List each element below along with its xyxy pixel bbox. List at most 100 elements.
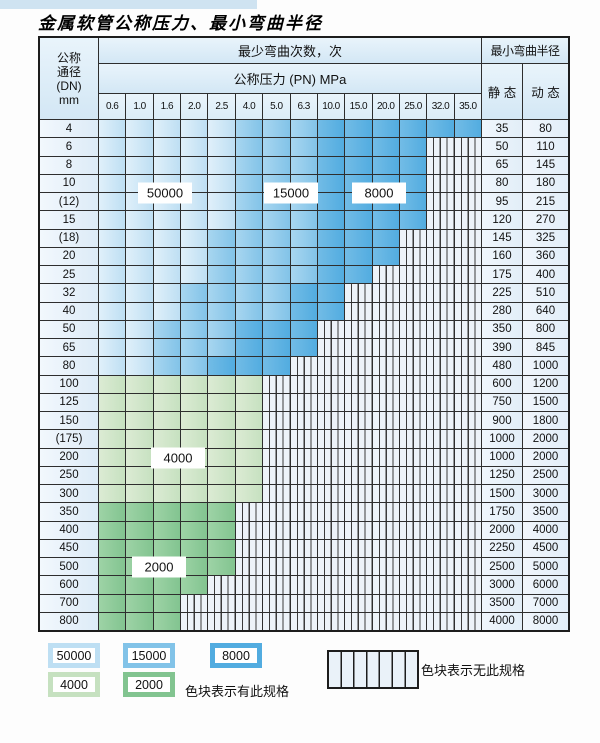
spec-cell (208, 375, 235, 393)
no-spec-cell (427, 339, 454, 357)
no-spec-cell (399, 594, 427, 612)
no-spec-cell (372, 448, 399, 466)
no-spec-cell (345, 558, 372, 576)
spec-cell (317, 266, 345, 284)
static-value-cell: 350 (482, 320, 522, 338)
no-spec-cell (345, 503, 372, 521)
spec-cell (99, 539, 126, 557)
spec-cell (126, 430, 153, 448)
spec-cell (235, 138, 263, 156)
no-spec-cell (454, 193, 481, 211)
spec-cell (208, 558, 235, 576)
spec-cell (181, 247, 208, 265)
spec-cell (153, 357, 181, 375)
dynamic-value-cell: 510 (523, 284, 568, 302)
spec-cell (99, 320, 126, 338)
no-spec-cell (399, 521, 427, 539)
dynamic-value-cell: 145 (523, 156, 568, 174)
spec-cell (126, 375, 153, 393)
spec-cell (345, 138, 372, 156)
spec-cell (317, 247, 345, 265)
spec-table: 公称 通径 (DN) mm 最少弯曲次数，次 最小弯曲半径 公称压力 (PN) … (38, 36, 570, 632)
no-spec-cell (263, 448, 290, 466)
dn-cell: 80 (40, 357, 98, 375)
spec-cell (126, 521, 153, 539)
spec-cell (208, 156, 235, 174)
dynamic-value-cell: 1800 (523, 412, 568, 430)
spec-cell (99, 521, 126, 539)
spec-cell (99, 120, 126, 138)
no-spec-cell (290, 485, 317, 503)
spec-cell (290, 339, 317, 357)
pressure-tick: 5.0 (263, 94, 290, 119)
spec-cell (317, 156, 345, 174)
no-spec-cell (427, 284, 454, 302)
no-spec-cell (427, 229, 454, 247)
no-spec-cell (372, 430, 399, 448)
no-spec-cell (317, 576, 345, 594)
no-spec-cell (427, 521, 454, 539)
spec-cell (153, 302, 181, 320)
no-spec-cell (454, 430, 481, 448)
no-spec-cell (399, 302, 427, 320)
spec-cell (126, 229, 153, 247)
no-spec-cell (454, 485, 481, 503)
spec-cell (181, 120, 208, 138)
spec-cell (399, 174, 427, 192)
static-value-cell: 65 (482, 156, 522, 174)
spec-cell (181, 211, 208, 229)
corner-line: (DN) (56, 78, 82, 93)
static-value-cell: 145 (482, 229, 522, 247)
no-spec-cell (372, 485, 399, 503)
dn-cell: 200 (40, 448, 98, 466)
dn-cell: (175) (40, 430, 98, 448)
spec-cell (208, 485, 235, 503)
spec-cell (317, 229, 345, 247)
no-spec-cell (427, 357, 454, 375)
no-spec-cell (263, 412, 290, 430)
no-spec-cell (263, 485, 290, 503)
no-spec-cell (427, 612, 454, 630)
no-spec-cell (454, 466, 481, 484)
no-spec-cell (399, 430, 427, 448)
static-value-cell: 2000 (482, 521, 522, 539)
dn-cell: 65 (40, 339, 98, 357)
static-value-cell: 35 (482, 120, 522, 138)
spec-cell (153, 284, 181, 302)
spec-cell (153, 594, 181, 612)
no-spec-cell (181, 594, 208, 612)
pressure-tick: 25.0 (399, 94, 427, 119)
spec-table-wrap: 公称 通径 (DN) mm 最少弯曲次数，次 最小弯曲半径 公称压力 (PN) … (38, 36, 570, 632)
dynamic-value-cell: 3000 (523, 485, 568, 503)
static-value-cell: 2250 (482, 539, 522, 557)
spec-cell (181, 539, 208, 557)
spec-cell (263, 302, 290, 320)
no-spec-cell (345, 539, 372, 557)
dynamic-value-cell: 400 (523, 266, 568, 284)
spec-cell (153, 320, 181, 338)
no-spec-cell (235, 594, 263, 612)
dn-cell: 10 (40, 174, 98, 192)
corner-line: mm (59, 92, 79, 107)
spec-cell (181, 302, 208, 320)
spec-cell (208, 266, 235, 284)
dn-cell: 8 (40, 156, 98, 174)
spec-cell (235, 120, 263, 138)
no-spec-cell (372, 357, 399, 375)
no-spec-cell (345, 521, 372, 539)
static-value-cell: 390 (482, 339, 522, 357)
spec-cell (126, 485, 153, 503)
spec-cell (208, 430, 235, 448)
no-spec-cell (399, 247, 427, 265)
no-spec-cell (317, 339, 345, 357)
dynamic-value-cell: 1200 (523, 375, 568, 393)
spec-cell (99, 266, 126, 284)
spec-cell (235, 393, 263, 411)
dn-cell: 500 (40, 558, 98, 576)
no-spec-cell (454, 521, 481, 539)
spec-cell (126, 302, 153, 320)
spec-cell (372, 138, 399, 156)
no-spec-cell (427, 466, 454, 484)
spec-cell (208, 320, 235, 338)
corner-line: 通径 (56, 64, 81, 79)
